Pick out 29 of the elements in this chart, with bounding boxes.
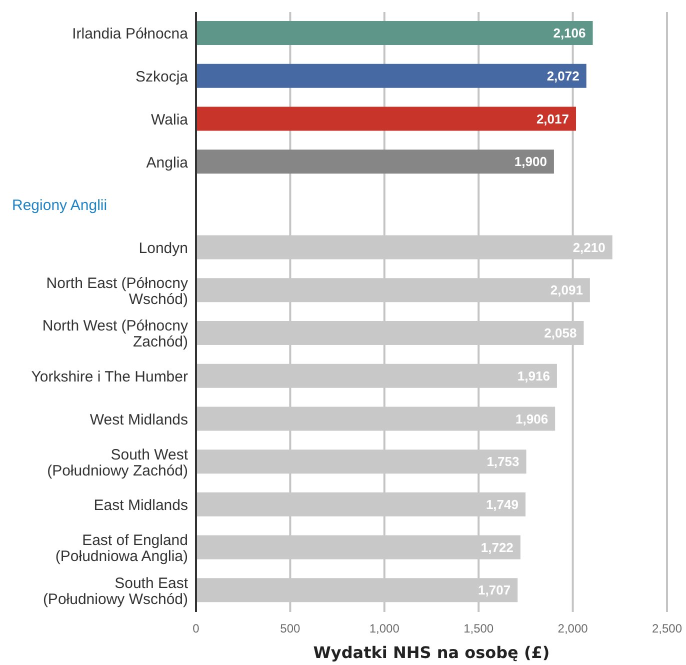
y-tick-label: West Midlands [90, 411, 188, 428]
bar [196, 64, 586, 88]
y-tick-label: East of England (Południowa Anglia) [55, 532, 188, 565]
x-axis-title: Wydatki NHS na osobę (£) [313, 643, 550, 662]
y-tick-label: Walia [151, 111, 189, 128]
y-tick-label: East Midlands [94, 497, 188, 514]
x-tick-label: 2,500 [652, 622, 682, 636]
x-tick-label: 0 [192, 622, 200, 636]
y-tick-label: Irlandia Północna [72, 26, 189, 43]
x-tick-label: 500 [280, 622, 301, 636]
y-tick-label: North East (Północny Wschód) [46, 274, 188, 308]
x-tick-label: 2,000 [558, 622, 588, 636]
y-tick-label: Szkocja [135, 68, 189, 86]
y-tick-label: Anglia [146, 154, 189, 172]
data-label: 2,106 [553, 26, 586, 41]
bar [196, 150, 554, 174]
data-label: 1,900 [514, 154, 547, 170]
y-tick-label: South West (Południowy Zachód) [47, 446, 189, 480]
bar [196, 21, 593, 45]
y-tick-label: North West (Północny Zachód) [42, 318, 188, 351]
bar [196, 106, 576, 131]
x-tick-label: 1,500 [464, 622, 494, 636]
y-tick-label: South East (Południowy Wschód) [42, 574, 189, 608]
y-tick-label: Londyn [138, 240, 188, 257]
data-label: 2,072 [546, 68, 580, 84]
y-tick-label: Yorkshire i The Humber [31, 368, 188, 386]
data-label: 2,017 [536, 111, 570, 126]
x-tick-label: 1,000 [369, 622, 400, 636]
text: Regiony Anglii [12, 197, 108, 214]
